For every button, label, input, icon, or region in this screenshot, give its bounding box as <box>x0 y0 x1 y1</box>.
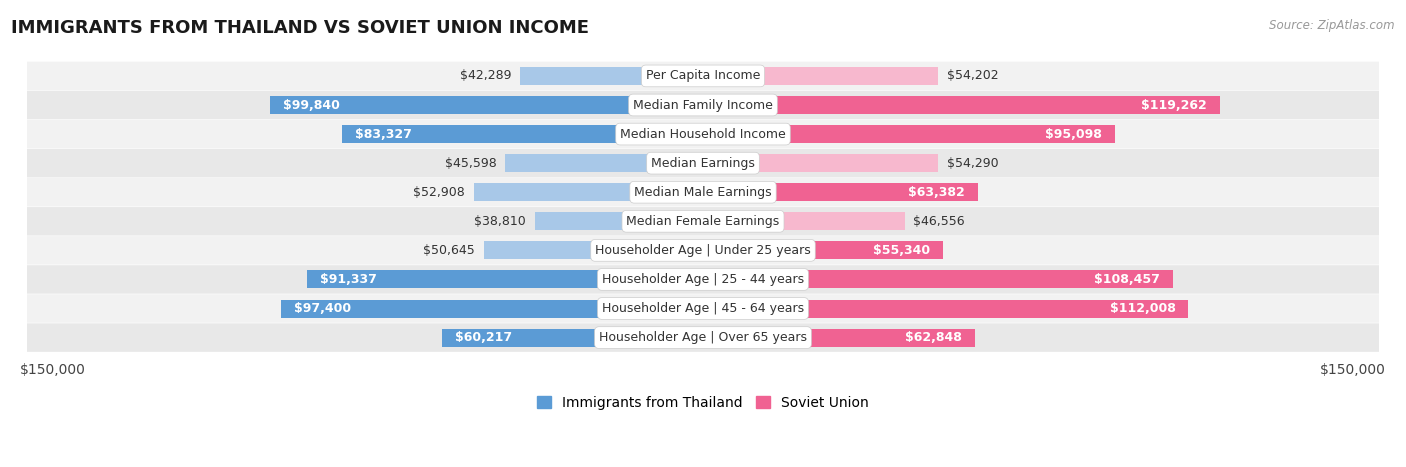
Bar <box>703 270 1173 289</box>
Bar <box>703 183 977 201</box>
Text: $63,382: $63,382 <box>908 186 965 199</box>
Text: $54,202: $54,202 <box>946 70 998 83</box>
Text: Householder Age | Over 65 years: Householder Age | Over 65 years <box>599 331 807 344</box>
Text: $97,400: $97,400 <box>294 302 352 315</box>
Text: Median Family Income: Median Family Income <box>633 99 773 112</box>
Bar <box>474 183 703 201</box>
Text: Householder Age | 25 - 44 years: Householder Age | 25 - 44 years <box>602 273 804 286</box>
Bar <box>703 241 943 259</box>
FancyBboxPatch shape <box>27 149 1379 177</box>
Bar <box>534 212 703 230</box>
Legend: Immigrants from Thailand, Soviet Union: Immigrants from Thailand, Soviet Union <box>531 390 875 416</box>
Bar <box>703 67 938 85</box>
FancyBboxPatch shape <box>27 294 1379 323</box>
Text: Source: ZipAtlas.com: Source: ZipAtlas.com <box>1270 19 1395 32</box>
Text: $54,290: $54,290 <box>946 156 998 170</box>
Text: Householder Age | Under 25 years: Householder Age | Under 25 years <box>595 244 811 257</box>
Text: $62,848: $62,848 <box>905 331 962 344</box>
Text: $83,327: $83,327 <box>354 127 412 141</box>
Text: Householder Age | 45 - 64 years: Householder Age | 45 - 64 years <box>602 302 804 315</box>
FancyBboxPatch shape <box>27 62 1379 90</box>
Text: $119,262: $119,262 <box>1142 99 1206 112</box>
Bar <box>703 154 938 172</box>
Bar <box>270 96 703 114</box>
Bar <box>342 125 703 143</box>
Text: Per Capita Income: Per Capita Income <box>645 70 761 83</box>
Bar <box>703 212 904 230</box>
Text: $108,457: $108,457 <box>1094 273 1160 286</box>
Bar <box>505 154 703 172</box>
Text: IMMIGRANTS FROM THAILAND VS SOVIET UNION INCOME: IMMIGRANTS FROM THAILAND VS SOVIET UNION… <box>11 19 589 37</box>
Bar <box>484 241 703 259</box>
FancyBboxPatch shape <box>27 91 1379 119</box>
Text: $112,008: $112,008 <box>1109 302 1175 315</box>
Bar <box>307 270 703 289</box>
Text: Median Male Earnings: Median Male Earnings <box>634 186 772 199</box>
FancyBboxPatch shape <box>27 207 1379 235</box>
Text: $95,098: $95,098 <box>1045 127 1102 141</box>
FancyBboxPatch shape <box>27 265 1379 294</box>
Bar <box>441 329 703 347</box>
FancyBboxPatch shape <box>27 236 1379 265</box>
Text: Median Female Earnings: Median Female Earnings <box>627 215 779 228</box>
Text: $38,810: $38,810 <box>474 215 526 228</box>
Text: $46,556: $46,556 <box>914 215 965 228</box>
Text: $50,645: $50,645 <box>423 244 475 257</box>
Text: $60,217: $60,217 <box>456 331 512 344</box>
Bar <box>703 96 1220 114</box>
Bar <box>520 67 703 85</box>
Text: Median Earnings: Median Earnings <box>651 156 755 170</box>
Text: $45,598: $45,598 <box>444 156 496 170</box>
Bar <box>703 299 1188 318</box>
Text: $52,908: $52,908 <box>413 186 465 199</box>
FancyBboxPatch shape <box>27 178 1379 206</box>
Bar <box>703 125 1115 143</box>
FancyBboxPatch shape <box>27 323 1379 352</box>
Text: $91,337: $91,337 <box>321 273 377 286</box>
Text: $42,289: $42,289 <box>460 70 510 83</box>
Text: $55,340: $55,340 <box>873 244 929 257</box>
FancyBboxPatch shape <box>27 120 1379 149</box>
Text: $99,840: $99,840 <box>284 99 340 112</box>
Text: Median Household Income: Median Household Income <box>620 127 786 141</box>
Bar <box>703 329 976 347</box>
Bar <box>281 299 703 318</box>
